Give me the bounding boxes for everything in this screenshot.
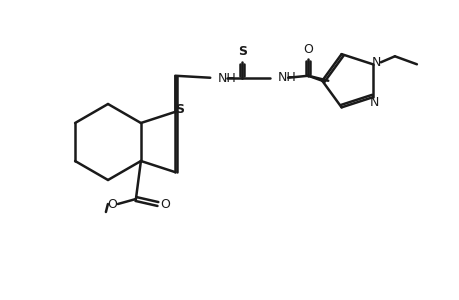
Text: O: O (107, 197, 117, 211)
Text: O: O (160, 197, 169, 211)
Text: N: N (371, 56, 381, 69)
Text: S: S (174, 103, 183, 116)
Text: NH: NH (218, 72, 236, 85)
Text: S: S (237, 45, 246, 58)
Text: O: O (302, 43, 313, 56)
Text: N: N (369, 96, 379, 109)
Text: NH: NH (278, 71, 297, 84)
